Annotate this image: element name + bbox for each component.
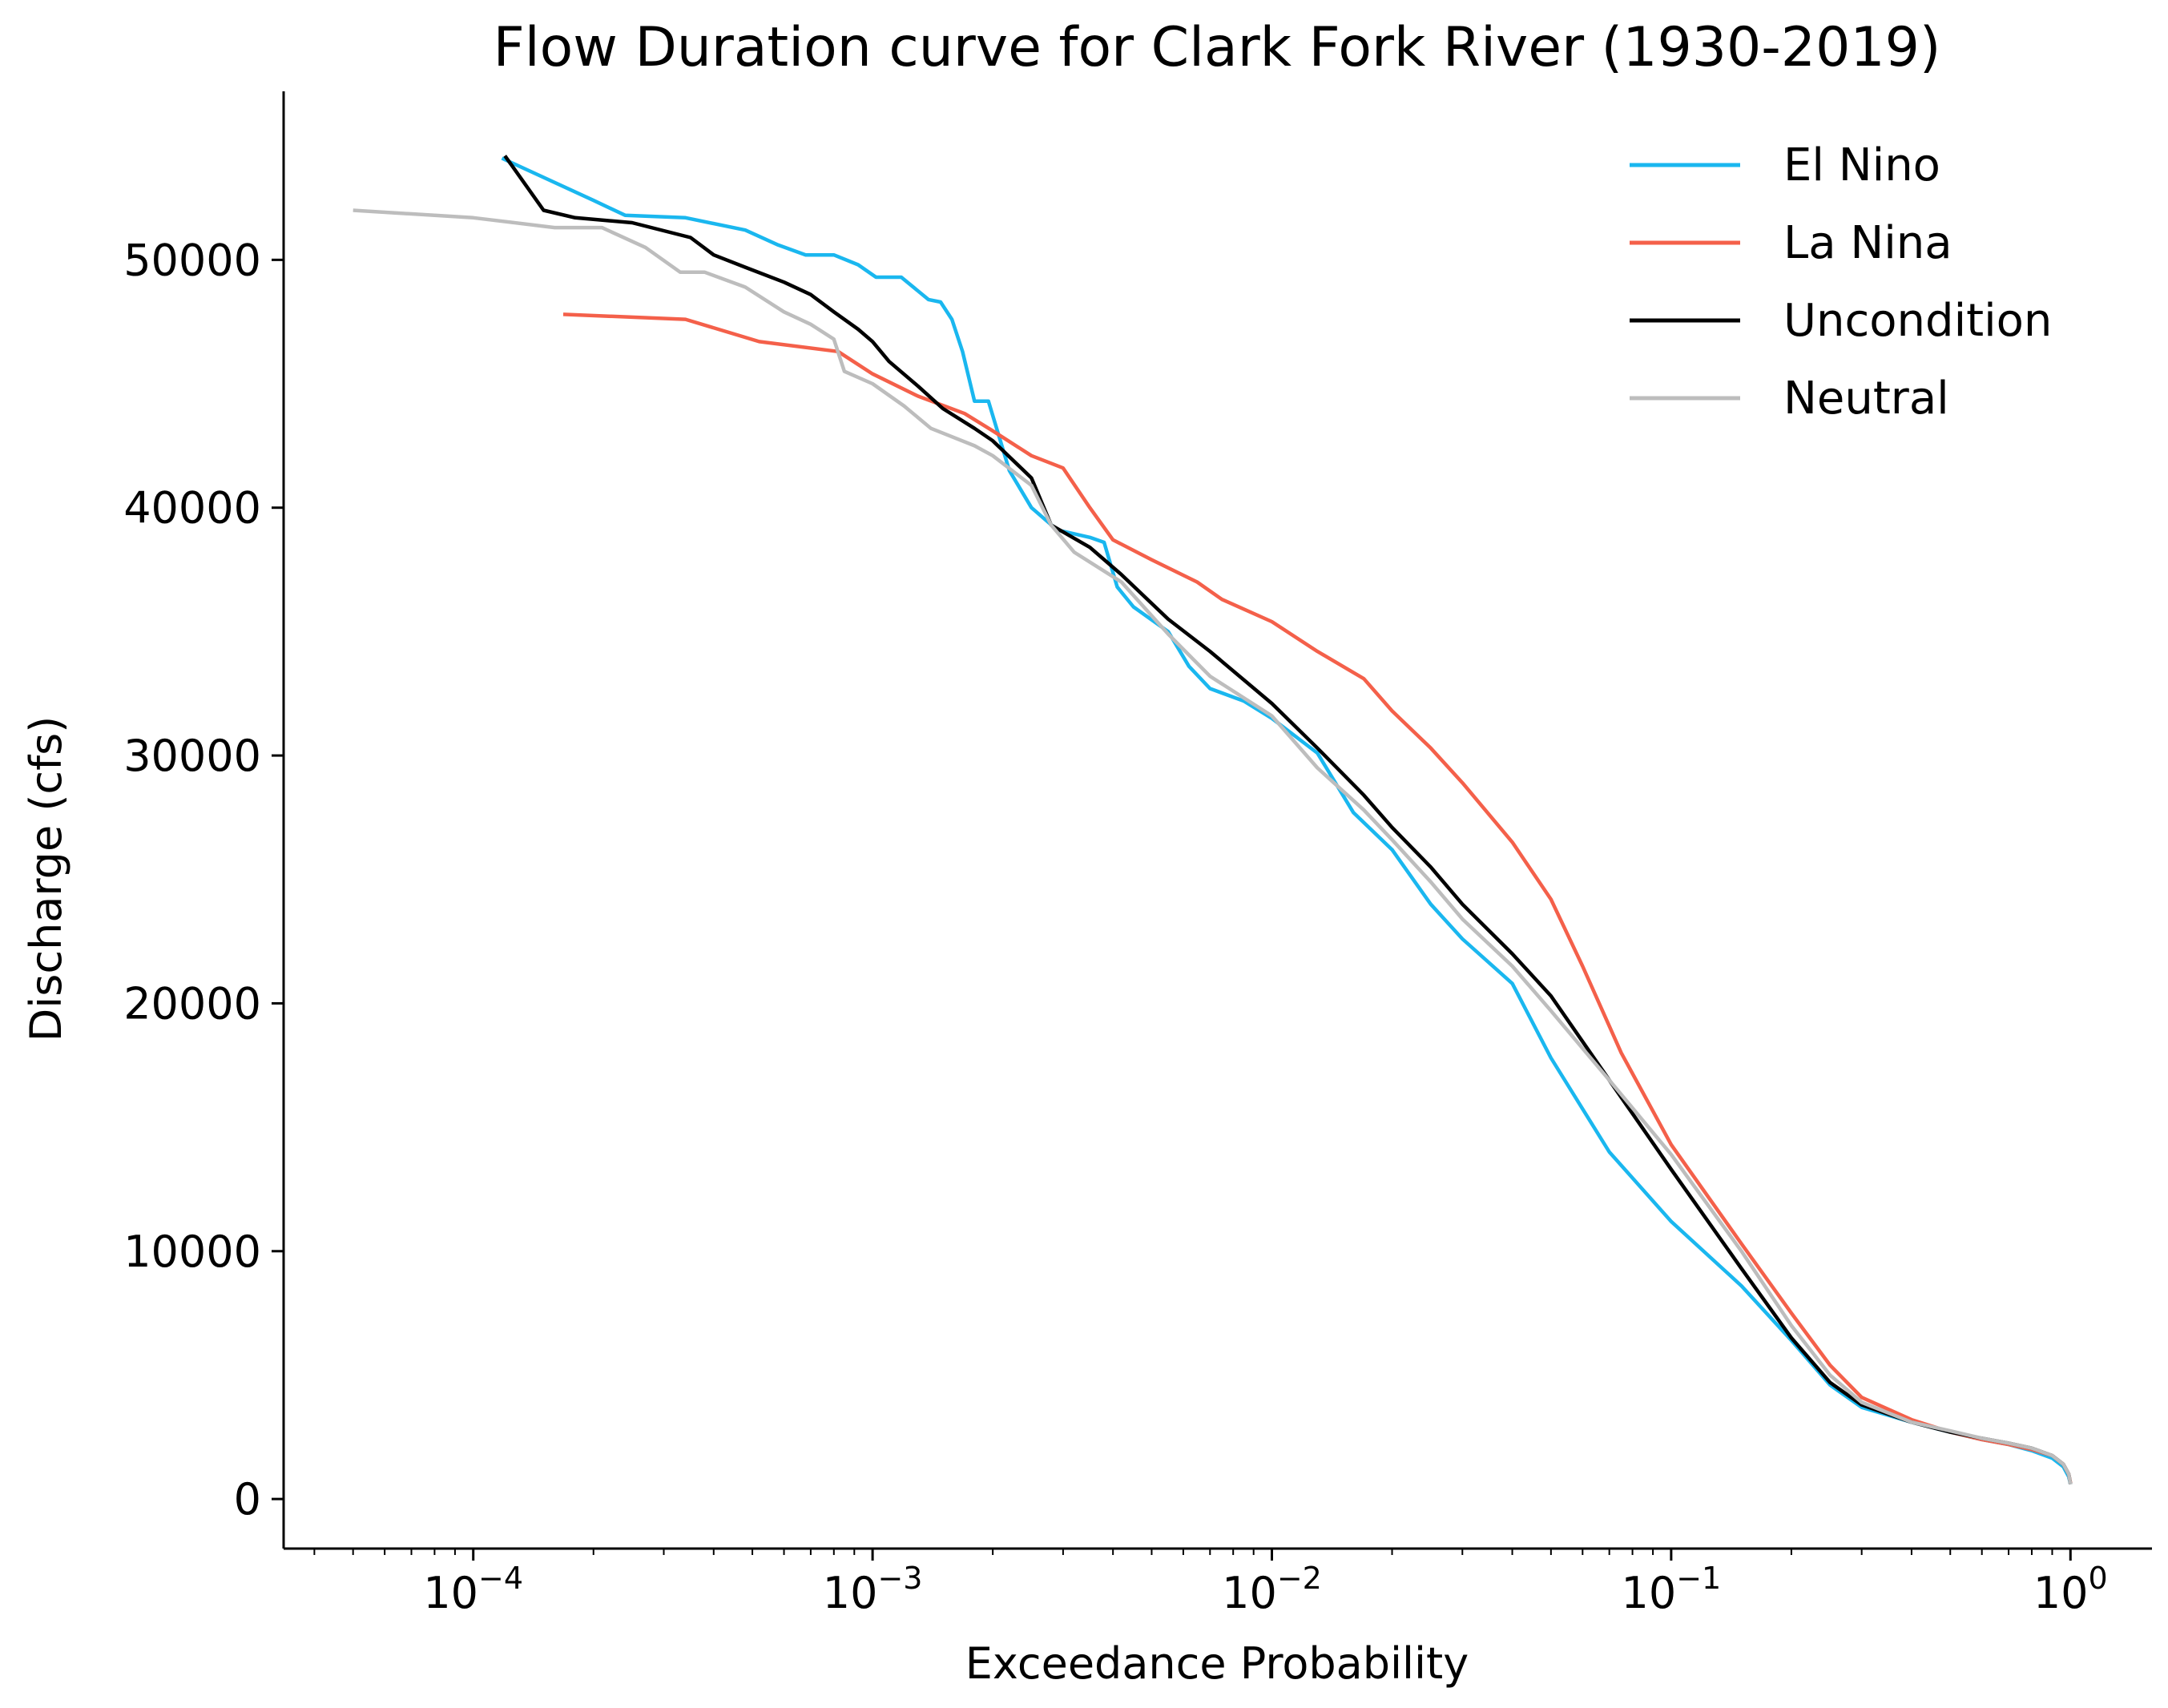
y-tick-label: 50000 bbox=[123, 235, 261, 285]
y-tick-label: 40000 bbox=[123, 483, 261, 534]
y-tick-label: 10000 bbox=[123, 1227, 261, 1277]
legend-label: Neutral bbox=[1783, 373, 1949, 425]
plot-area bbox=[353, 155, 2073, 1485]
chart-title: Flow Duration curve for Clark Fork River… bbox=[494, 16, 1941, 79]
y-tick-label: 0 bbox=[234, 1474, 261, 1525]
legend-label: La Nina bbox=[1783, 217, 1952, 269]
y-tick-label: 20000 bbox=[123, 978, 261, 1029]
x-axis-ticks: 10−4 10−3 10−2 10−1 100 bbox=[313, 1549, 2108, 1618]
series-line-2 bbox=[562, 312, 2073, 1484]
x-tick-label: 10−4 bbox=[423, 1561, 523, 1618]
y-axis-label: Discharge (cfs) bbox=[21, 716, 71, 1042]
series-line-1 bbox=[501, 156, 2073, 1485]
y-axis-ticks: 0 10000 20000 30000 40000 50000 bbox=[123, 235, 284, 1525]
series-line-4 bbox=[353, 208, 2073, 1484]
x-tick-label: 100 bbox=[2033, 1561, 2108, 1618]
series-line-3 bbox=[503, 155, 2073, 1484]
x-tick-label: 10−2 bbox=[1222, 1561, 1322, 1618]
x-tick-label: 10−1 bbox=[1622, 1561, 1722, 1618]
x-axis-label: Exceedance Probability bbox=[965, 1638, 1469, 1689]
legend-label: Uncondition bbox=[1783, 295, 2052, 347]
x-tick-label: 10−3 bbox=[823, 1561, 923, 1618]
legend-label: El Nino bbox=[1783, 139, 1940, 191]
legend: El Nino La Nina Uncondition Neutral bbox=[1630, 139, 2052, 425]
y-tick-label: 30000 bbox=[123, 731, 261, 781]
